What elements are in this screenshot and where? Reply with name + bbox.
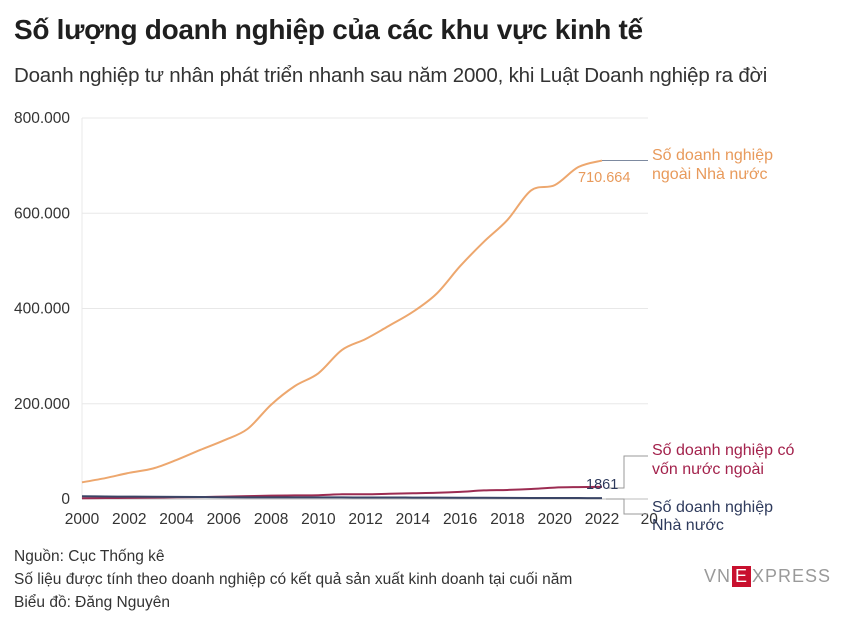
- y-tick-label: 400.000: [14, 301, 70, 318]
- x-tick-label: 2020: [537, 511, 572, 528]
- source-note: Nguồn: Cục Thống kê: [14, 548, 165, 565]
- series-label: Nhà nước: [652, 517, 724, 534]
- x-tick-label: 2016: [443, 511, 477, 528]
- author-note: Biểu đồ: Đăng Nguyên: [14, 594, 170, 611]
- x-tick-label: 2000: [65, 511, 100, 528]
- series-line-state: [81, 495, 603, 500]
- chart-subtitle: Doanh nghiệp tư nhân phát triển nhanh sa…: [14, 64, 768, 87]
- y-tick-label: 600.000: [14, 205, 70, 222]
- x-tick-label: 2008: [254, 511, 288, 528]
- y-tick-label: 0: [61, 491, 70, 508]
- end-value-label: 710.664: [578, 170, 630, 186]
- series-label: vốn nước ngoài: [652, 461, 764, 478]
- x-tick-label: 2004: [159, 511, 194, 528]
- y-tick-label: 200.000: [14, 396, 70, 413]
- x-tick-label: 2018: [490, 511, 524, 528]
- logo-suffix: XPRESS: [752, 566, 832, 586]
- x-tick-label: 20: [641, 511, 659, 528]
- logo-prefix: VN: [704, 566, 732, 586]
- y-tick-label: 800.000: [14, 110, 70, 127]
- series-label: Số doanh nghiệp: [652, 147, 773, 164]
- chart-title: Số lượng doanh nghiệp của các khu vực ki…: [14, 14, 643, 45]
- series-label: Số doanh nghiệp: [652, 499, 773, 516]
- logo-mark: E: [732, 566, 752, 587]
- leader-line: [608, 455, 648, 489]
- x-tick-label: 2022: [585, 511, 619, 528]
- x-tick-label: 2012: [348, 511, 382, 528]
- x-tick-label: 2006: [207, 511, 241, 528]
- series-line-private: [81, 159, 603, 484]
- series-label: Số doanh nghiệp có: [652, 442, 794, 459]
- method-note: Số liệu được tính theo doanh nghiệp có k…: [14, 571, 573, 588]
- leader-line: [606, 498, 648, 515]
- x-tick-label: 2014: [396, 511, 431, 528]
- vnexpress-logo: VN E XPRESS: [704, 566, 831, 587]
- series-label: ngoài Nhà nước: [652, 166, 768, 183]
- x-tick-label: 2010: [301, 511, 336, 528]
- x-tick-label: 2002: [112, 511, 146, 528]
- end-value-label: 1861: [586, 477, 618, 493]
